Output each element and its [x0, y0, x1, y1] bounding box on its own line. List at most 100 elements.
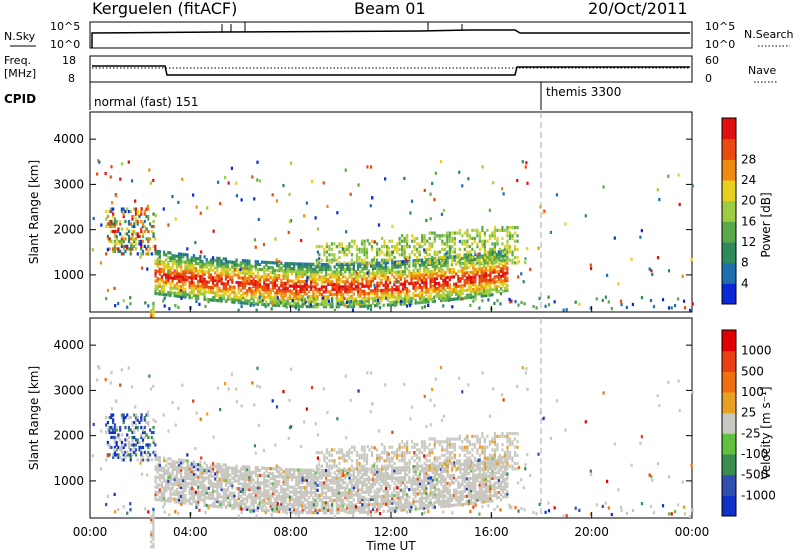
velocity-data-cells: [91, 365, 694, 549]
velocity-cell: [425, 484, 428, 488]
power-cell: [438, 286, 441, 290]
velocity-cell: [156, 455, 159, 460]
power-cell: [393, 293, 396, 297]
velocity-cell: [333, 488, 336, 492]
power-cell: [258, 267, 262, 272]
power-cell: [343, 253, 346, 257]
power-cell: [453, 258, 456, 262]
power-cell: [339, 265, 343, 269]
power-cell: [205, 265, 208, 269]
power-cell: [182, 295, 185, 299]
power-cell: [318, 275, 321, 279]
velocity-cell: [156, 458, 159, 462]
velocity-cell: [339, 496, 343, 500]
velocity-cell: [273, 479, 277, 483]
power-cell: [506, 239, 509, 243]
power-cell: [233, 260, 236, 264]
velocity-cell: [220, 465, 223, 469]
power-cell: [403, 176, 406, 181]
velocity-cell: [318, 473, 321, 478]
velocity-cell: [431, 495, 434, 500]
velocity-cell: [284, 487, 287, 491]
power-cell: [315, 261, 318, 265]
power-cell: [506, 258, 509, 262]
velocity-cell: [288, 507, 291, 512]
power-cell: [478, 292, 481, 296]
power-cell: [472, 290, 475, 294]
velocity-cell: [327, 478, 330, 483]
velocity-cell: [167, 486, 170, 491]
velocity-cell: [218, 480, 221, 484]
power-cell: [346, 285, 349, 289]
velocity-cell: [376, 480, 379, 484]
power-cell: [363, 250, 366, 254]
velocity-cell: [182, 486, 185, 490]
power-cell: [367, 281, 370, 286]
power-cell: [254, 267, 257, 271]
power-cell: [359, 294, 362, 298]
velocity-cell: [416, 492, 419, 496]
power-cell: [358, 258, 361, 262]
velocity-cell: [241, 467, 245, 471]
velocity-cell: [224, 478, 228, 482]
velocity-cell: [261, 491, 264, 495]
velocity-cell: [322, 486, 326, 490]
power-cell: [320, 287, 323, 291]
power-cell: [404, 258, 408, 262]
ytick-label: 1000: [53, 268, 84, 282]
power-cell: [461, 284, 464, 288]
power-cell: [350, 258, 354, 262]
power-cell: [192, 293, 196, 298]
freq-label: Freq.: [4, 54, 31, 67]
power-cell: [470, 290, 473, 294]
velocity-cell: [220, 473, 223, 477]
power-cell: [320, 282, 324, 286]
velocity-cell: [235, 486, 238, 491]
power-cell: [489, 293, 492, 297]
power-cell: [329, 302, 332, 306]
velocity-cell: [406, 468, 409, 472]
power-cell: [325, 300, 328, 304]
velocity-cell: [346, 493, 349, 497]
power-cell: [188, 293, 191, 297]
power-cell: [468, 234, 471, 238]
velocity-cell: [365, 488, 368, 492]
power-cell: [463, 279, 466, 283]
power-cell: [446, 258, 449, 262]
power-cell: [486, 250, 489, 254]
power-cell: [399, 275, 402, 279]
power-cell: [199, 257, 202, 261]
power-cell: [275, 273, 279, 278]
power-cell: [244, 261, 247, 265]
power-cell: [258, 179, 262, 183]
power-cell: [448, 245, 451, 249]
velocity-cell: [246, 482, 249, 487]
power-cell: [466, 239, 469, 243]
power-cell: [263, 295, 266, 299]
power-cell: [275, 263, 279, 268]
power-cell: [378, 283, 381, 288]
power-cell: [284, 304, 287, 308]
power-cell: [631, 302, 634, 307]
power-cell: [431, 261, 434, 265]
velocity-cell: [226, 503, 230, 507]
velocity-cell: [224, 463, 228, 467]
power-cell: [401, 297, 404, 301]
velocity-cell: [429, 501, 432, 505]
power-cell: [177, 200, 180, 205]
power-cell: [461, 256, 464, 261]
velocity-cell: [258, 498, 262, 502]
velocity-cell: [352, 510, 355, 515]
velocity-cell: [350, 496, 353, 500]
velocity-cell: [397, 476, 400, 480]
power-cell: [335, 290, 338, 294]
power-cell: [256, 272, 260, 276]
power-cell: [472, 282, 475, 287]
power-cell: [511, 236, 514, 241]
power-cell: [310, 295, 313, 299]
velocity-cell: [431, 483, 434, 487]
power-cell: [363, 245, 366, 249]
power-cell: [484, 278, 488, 283]
velocity-cell: [209, 491, 213, 496]
power-cell: [378, 276, 381, 280]
